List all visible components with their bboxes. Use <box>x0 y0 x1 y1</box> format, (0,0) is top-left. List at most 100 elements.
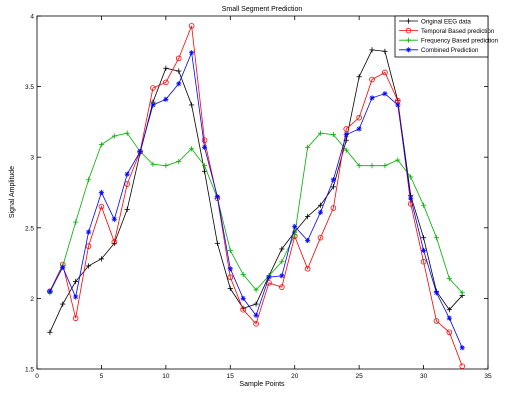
data-point <box>369 47 375 53</box>
y-tick-label: 4 <box>30 14 34 21</box>
data-point <box>227 266 233 272</box>
data-point <box>201 137 208 144</box>
data-point <box>343 126 350 132</box>
data-point <box>124 206 130 213</box>
data-point <box>111 239 118 245</box>
data-point <box>240 295 246 301</box>
data-point <box>420 258 427 265</box>
data-point <box>227 274 234 281</box>
data-point <box>356 126 362 132</box>
data-point <box>356 114 362 121</box>
y-tick-label: 1.5 <box>25 367 34 374</box>
data-point <box>279 246 285 252</box>
data-point <box>72 315 79 321</box>
data-point <box>189 102 195 108</box>
data-point <box>266 274 272 280</box>
chart-title: Small Segment Prediction <box>222 6 303 13</box>
data-point <box>459 363 466 369</box>
data-point <box>279 259 285 265</box>
data-point <box>85 177 92 183</box>
series-1 <box>47 47 465 335</box>
x-tick-label: 35 <box>484 373 492 380</box>
data-point <box>305 213 311 220</box>
data-point <box>163 96 169 102</box>
data-point <box>266 280 272 286</box>
data-point <box>317 202 324 208</box>
data-point <box>214 240 220 246</box>
data-point <box>98 189 105 196</box>
data-point <box>201 168 208 174</box>
legend-entry: Combined Prediction <box>399 47 479 54</box>
data-point <box>395 102 401 108</box>
legend-label: Original EEG data <box>421 18 471 25</box>
data-point <box>420 202 427 208</box>
data-point <box>73 294 79 300</box>
series-4 <box>47 50 465 351</box>
data-point <box>330 205 337 211</box>
data-point <box>330 132 336 138</box>
data-point <box>60 301 66 307</box>
y-tick-label: 2.5 <box>25 225 34 232</box>
data-point <box>240 306 246 313</box>
data-point <box>253 312 259 318</box>
data-point <box>330 177 336 183</box>
data-point <box>382 91 388 97</box>
data-point <box>124 130 130 136</box>
data-point <box>420 247 427 253</box>
data-point <box>317 130 324 136</box>
series-group <box>47 23 466 369</box>
data-point <box>214 194 220 200</box>
x-tick-label: 10 <box>162 373 170 380</box>
data-point <box>459 290 465 296</box>
data-point <box>253 301 259 307</box>
data-point <box>176 68 182 74</box>
data-point <box>188 23 195 29</box>
series-line <box>49 25 463 367</box>
data-point <box>73 278 79 285</box>
data-point <box>343 132 349 138</box>
x-axis-label: Sample Points <box>239 381 285 388</box>
data-point <box>356 74 362 80</box>
data-point <box>407 200 414 207</box>
x-tick-label: 15 <box>227 373 235 380</box>
x-tick-label: 0 <box>35 373 39 380</box>
data-point <box>446 307 452 313</box>
data-point <box>420 235 427 241</box>
legend-label: Temporal Based prediction <box>421 28 495 35</box>
data-point <box>317 234 324 241</box>
data-point <box>176 158 182 165</box>
data-point <box>163 79 169 86</box>
data-point <box>382 48 388 54</box>
data-point <box>304 265 311 272</box>
data-point <box>408 174 414 180</box>
legend-entry: Original EEG data <box>399 18 471 25</box>
legend: Original EEG data Temporal Based predicti… <box>394 15 499 58</box>
data-point <box>446 329 453 336</box>
data-point <box>60 264 66 270</box>
data-point <box>111 133 117 139</box>
data-point <box>279 284 285 290</box>
data-point <box>240 271 246 277</box>
data-point <box>292 223 298 229</box>
x-tick-label: 30 <box>420 373 428 380</box>
data-point <box>317 209 324 215</box>
y-axis-label: Signal Amplitude <box>9 166 16 218</box>
legend-marker <box>405 18 412 24</box>
legend-marker <box>405 37 412 43</box>
y-tick-label: 3 <box>30 155 34 162</box>
data-point <box>189 146 195 152</box>
data-point <box>369 95 375 101</box>
data-point <box>150 102 156 108</box>
data-point <box>124 171 130 177</box>
data-point <box>369 163 375 169</box>
data-point <box>227 247 233 253</box>
plot-area <box>36 15 489 370</box>
data-point <box>382 69 388 76</box>
data-point <box>137 148 143 155</box>
data-point <box>189 50 195 56</box>
data-point <box>201 163 208 169</box>
data-point <box>395 157 401 163</box>
axis-ticks: 0 5 10 15 20 25 30 35 1.5 2 2.5 3 3.5 4 <box>25 14 492 381</box>
data-point <box>279 273 285 279</box>
